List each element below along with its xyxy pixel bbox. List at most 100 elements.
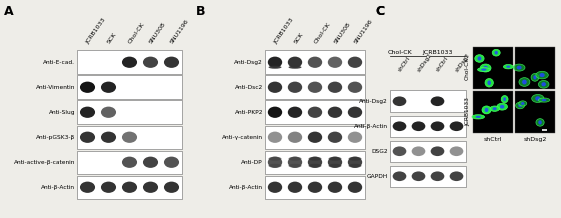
Ellipse shape [122,182,137,193]
Bar [77,75,182,99]
Ellipse shape [393,96,406,106]
Ellipse shape [412,146,425,156]
Ellipse shape [412,121,425,131]
Ellipse shape [493,107,496,110]
Text: shCtrl: shCtrl [435,56,449,73]
Ellipse shape [476,116,481,118]
Text: SNU308: SNU308 [333,22,351,45]
Text: Anti-γ-catenin: Anti-γ-catenin [222,135,263,140]
Ellipse shape [309,164,321,168]
Ellipse shape [308,107,322,118]
Ellipse shape [329,157,342,161]
Text: Anti-β-Actin: Anti-β-Actin [229,185,263,190]
Ellipse shape [393,146,406,156]
Text: Chol-CK: Chol-CK [127,22,146,45]
Bar [265,75,365,99]
Bar [390,90,466,112]
Bar [473,47,513,89]
Ellipse shape [288,57,302,68]
Ellipse shape [288,82,302,93]
Ellipse shape [516,102,525,109]
Ellipse shape [288,66,301,69]
Ellipse shape [532,94,544,102]
Ellipse shape [431,171,444,181]
Ellipse shape [101,82,116,93]
Ellipse shape [122,157,137,168]
Ellipse shape [536,71,548,79]
Text: C: C [375,5,384,18]
Bar [77,126,182,149]
Ellipse shape [348,164,361,168]
Ellipse shape [517,66,522,70]
Ellipse shape [485,108,489,112]
Ellipse shape [308,132,322,143]
Ellipse shape [143,182,158,193]
Ellipse shape [519,78,530,86]
Ellipse shape [288,157,302,168]
Text: DSG2: DSG2 [371,149,388,154]
Ellipse shape [540,73,545,77]
Ellipse shape [450,121,463,131]
Ellipse shape [503,97,506,101]
Ellipse shape [501,95,508,103]
Ellipse shape [80,182,95,193]
Ellipse shape [497,103,508,110]
Text: Anti-PKP2: Anti-PKP2 [234,110,263,115]
Ellipse shape [495,51,498,54]
Text: Anti-Slug: Anti-Slug [48,110,75,115]
Text: SNU1196: SNU1196 [353,19,374,45]
Ellipse shape [268,157,282,168]
Ellipse shape [522,80,527,84]
Text: Anti-β-Actin: Anti-β-Actin [354,124,388,129]
Ellipse shape [348,107,362,118]
Ellipse shape [477,68,490,72]
Ellipse shape [328,182,342,193]
Text: Chol-CK: Chol-CK [465,56,470,80]
Ellipse shape [472,115,485,119]
Ellipse shape [328,107,342,118]
Ellipse shape [143,57,158,68]
Ellipse shape [518,104,522,107]
Ellipse shape [101,132,116,143]
Text: Anti-E-cad.: Anti-E-cad. [43,60,75,65]
Text: Chol-CK: Chol-CK [388,50,412,55]
Bar [265,100,365,124]
Text: shCtrl: shCtrl [484,137,502,142]
Text: JCRB1033: JCRB1033 [85,17,107,45]
Text: Anti-Dsc2: Anti-Dsc2 [234,85,263,90]
Text: Anti-DP: Anti-DP [241,160,263,165]
Bar [265,150,365,174]
Ellipse shape [431,96,444,106]
Ellipse shape [143,157,158,168]
Text: JCRB1033: JCRB1033 [465,98,470,126]
Ellipse shape [483,66,488,70]
Ellipse shape [164,182,179,193]
Ellipse shape [481,68,486,71]
Ellipse shape [348,157,361,161]
Text: GAPDH: GAPDH [367,174,388,179]
Ellipse shape [328,157,342,168]
Ellipse shape [500,105,504,109]
Ellipse shape [485,78,493,87]
Ellipse shape [348,182,362,193]
Ellipse shape [80,107,95,118]
Ellipse shape [101,107,116,118]
Text: Anti-pGSK3-β: Anti-pGSK3-β [36,135,75,140]
Ellipse shape [482,109,490,113]
Bar [265,51,365,74]
Ellipse shape [288,182,302,193]
Text: Anti-Dsg2: Anti-Dsg2 [359,99,388,104]
Ellipse shape [268,107,282,118]
Text: JCRB1033: JCRB1033 [422,50,453,55]
Ellipse shape [288,157,301,161]
Ellipse shape [490,106,499,111]
Ellipse shape [309,157,321,161]
Ellipse shape [531,73,539,81]
Bar [473,91,513,133]
Ellipse shape [288,107,302,118]
Bar [77,51,182,74]
Text: Anti-Vimentin: Anti-Vimentin [36,85,75,90]
Ellipse shape [412,171,425,181]
Text: shDsg2: shDsg2 [417,52,433,73]
Bar [515,47,555,89]
